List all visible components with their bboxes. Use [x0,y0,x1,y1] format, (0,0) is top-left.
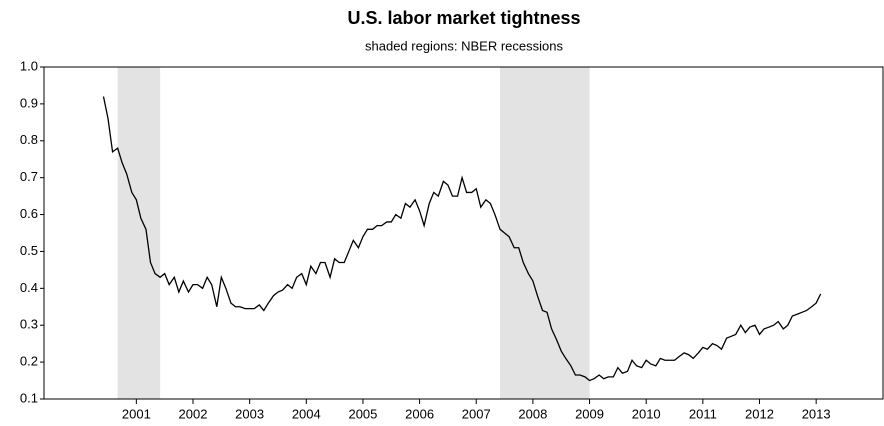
y-tick-label: 0.8 [20,132,38,147]
y-tick-label: 0.6 [20,206,38,221]
x-tick-label: 2011 [689,406,717,421]
chart-subtitle: shaded regions: NBER recessions [365,38,563,53]
y-tick-label: 0.4 [20,280,38,295]
y-tick-label: 0.1 [20,390,38,405]
recession-band [117,67,161,399]
y-tick-label: 0.3 [20,317,38,332]
x-tick-label: 2006 [405,406,434,421]
recession-band [500,67,590,399]
chart-title: U.S. labor market tightness [347,8,580,28]
y-tick-label: 1.0 [20,58,38,73]
x-tick-label: 2002 [179,406,208,421]
x-tick-label: 2010 [632,406,661,421]
y-tick-label: 0.2 [20,354,38,369]
x-tick-label: 2013 [802,406,831,421]
x-tick-label: 2012 [745,406,774,421]
x-tick-label: 2004 [292,406,321,421]
y-tick-label: 0.9 [20,95,38,110]
plot-frame [43,66,884,400]
x-tick-label: 2005 [348,406,377,421]
x-tick-label: 2008 [518,406,547,421]
x-tick-label: 2001 [122,406,151,421]
y-tick-label: 0.5 [20,243,38,258]
x-tick-label: 2007 [462,406,491,421]
x-tick-label: 2003 [235,406,264,421]
data-line [102,96,822,382]
x-tick-label: 2009 [575,406,604,421]
y-tick-label: 0.7 [20,169,38,184]
